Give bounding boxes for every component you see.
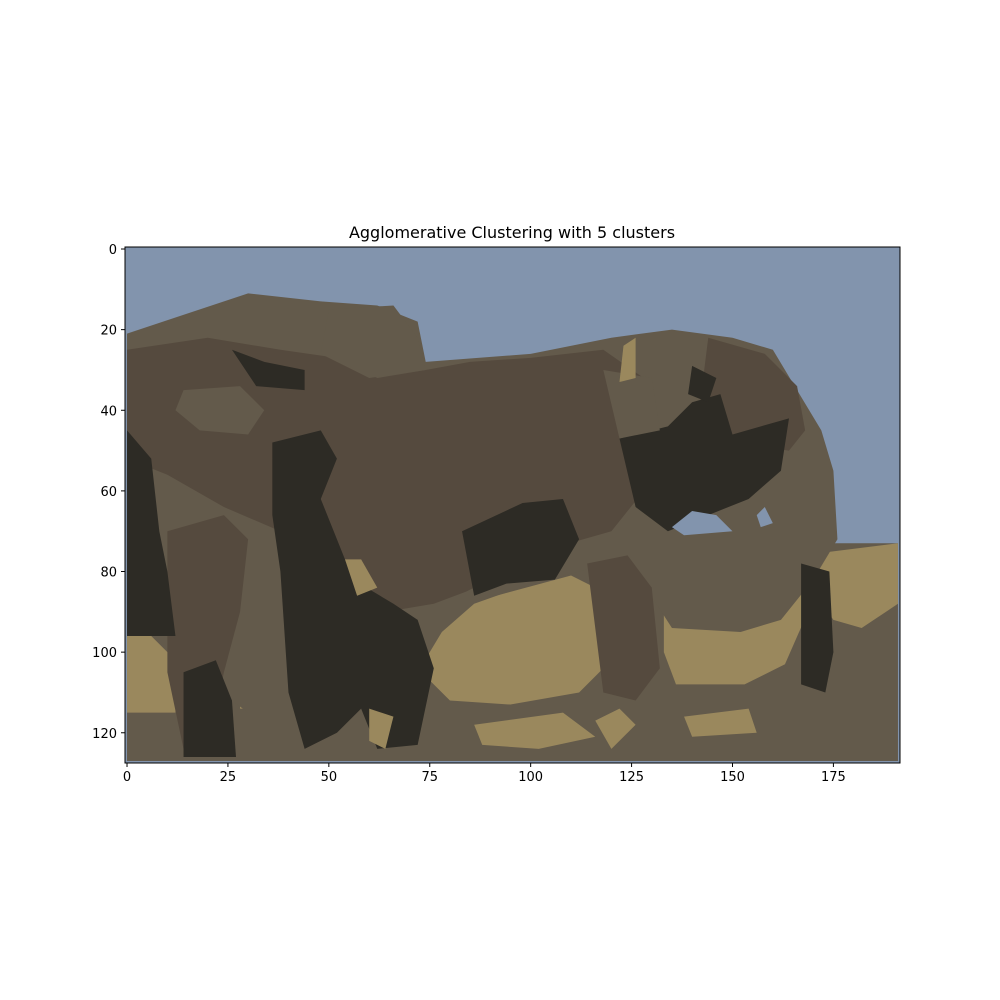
y-tick-label: 20 [100,324,117,339]
cluster-region-dark [272,430,434,749]
y-tick-label: 40 [100,404,117,419]
cluster-region-ground [127,636,176,713]
cluster-region-mid [603,369,660,439]
y-tick-label: 120 [92,727,117,742]
x-tick-label: 125 [619,770,644,785]
cluster-region-dark [688,365,717,403]
cluster-region-ground [619,337,636,383]
x-tick-label: 75 [421,770,438,785]
y-tick-label: 80 [100,566,117,581]
x-tick-label: 100 [518,770,543,785]
x-tick-label: 175 [821,770,846,785]
cluster-region-mid [320,305,426,379]
cluster-region-ground [474,712,596,749]
x-tick-label: 150 [720,770,745,785]
x-tick-label: 0 [123,770,131,785]
cluster-region-dark [619,394,789,532]
plot-frame [124,246,901,764]
cluster-region-ground [595,708,636,749]
cluster-region-ground [684,708,757,737]
y-tick-label: 100 [92,646,117,661]
cluster-region-dark [801,563,834,693]
cluster-region-sky [756,507,773,528]
cluster-region-mid [175,386,265,435]
y-tick-label: 0 [109,243,117,258]
clustered-image [125,247,900,763]
cluster-region-dark [231,349,305,391]
cluster-region-ground [344,559,378,596]
chart-title: Agglomerative Clustering with 5 clusters [349,223,675,242]
x-tick-label: 25 [220,770,237,785]
y-tick-label: 60 [100,485,117,500]
cluster-region-sky [671,511,733,536]
cluster-region-ground [425,575,604,705]
cluster-region-ground [369,708,394,749]
cluster-region-dark [127,430,176,637]
x-axis: 0 25 50 75 100 125 150 175 [123,763,846,785]
cluster-region-body [587,555,660,701]
cluster-region-dark [462,498,580,596]
x-tick-label: 50 [321,770,338,785]
y-axis: 0 20 40 60 80 100 120 [92,243,125,742]
cluster-region-dark [183,660,237,757]
